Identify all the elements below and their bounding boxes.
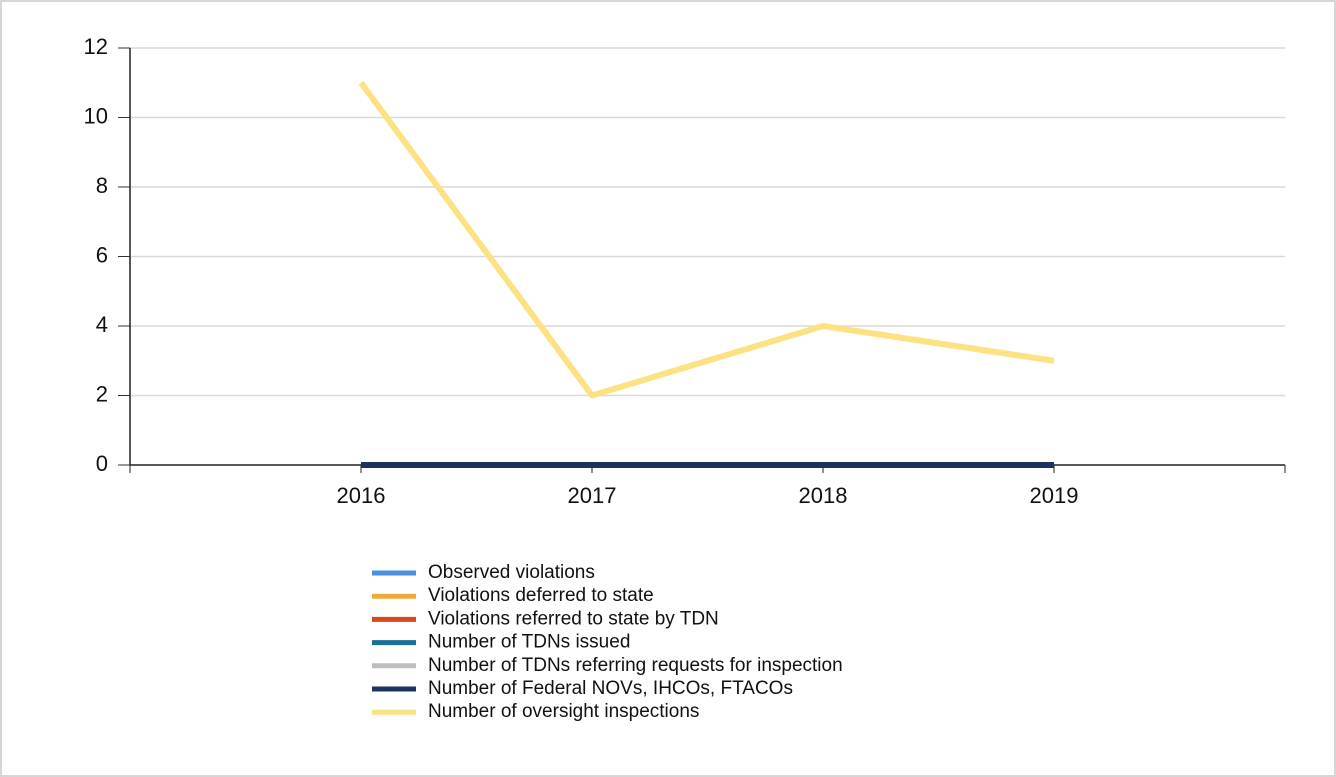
legend-label: Observed violations: [428, 562, 595, 583]
legend-label: Number of TDNs referring requests for in…: [428, 655, 843, 676]
series-line: [358, 80, 1055, 399]
y-tick-label: 10: [84, 103, 108, 128]
legend-label: Violations referred to state by TDN: [428, 608, 719, 629]
legend-label: Violations deferred to state: [428, 585, 654, 606]
legend-label: Number of TDNs issued: [428, 632, 630, 653]
y-tick-label: 12: [84, 34, 108, 59]
legend-label: Number of Federal NOVs, IHCOs, FTACOs: [428, 678, 793, 699]
y-tick-label: 4: [96, 312, 108, 337]
x-tick-label: 2016: [337, 483, 386, 508]
x-tick-label: 2018: [799, 483, 848, 508]
y-tick-label: 6: [96, 242, 108, 267]
y-tick-label: 0: [96, 451, 108, 476]
legend-label: Number of oversight inspections: [428, 701, 699, 722]
x-tick-label: 2019: [1030, 483, 1079, 508]
x-tick-label: 2017: [568, 483, 617, 508]
y-tick-label: 2: [96, 381, 108, 406]
y-tick-label: 8: [96, 173, 108, 198]
